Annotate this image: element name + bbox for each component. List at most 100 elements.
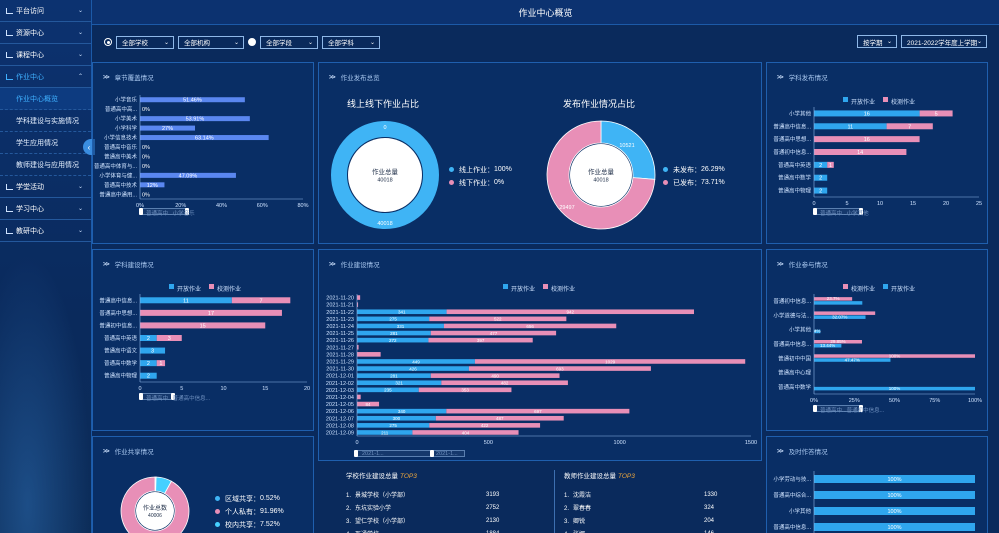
bar	[140, 135, 269, 141]
scroll-handle-right[interactable]	[171, 393, 175, 400]
subject-select[interactable]: 全部学科 ⌄	[322, 35, 380, 49]
scroll-handle-left[interactable]	[139, 393, 143, 400]
scroll-label-start: 2021-1...	[362, 451, 384, 457]
legend-item: 校内共享： 7.52%	[215, 518, 284, 531]
subject-publish-scrollbar[interactable]: 普通高中...小学其他	[813, 208, 869, 217]
category-label: 普通高中信息...	[99, 296, 137, 304]
legend-swatch-school	[209, 284, 215, 289]
scroll-handle-left[interactable]	[813, 208, 817, 215]
category-label: 普通高中思想...	[773, 135, 811, 143]
legend-school-label: 校测作业	[551, 287, 576, 293]
data-label: 11	[847, 124, 853, 130]
data-label: 51.46%	[183, 98, 202, 104]
ranking-row: 2. 东坑实验小学 2752	[346, 501, 499, 514]
share-panel: >> 作业共享情况 作业总数 40006 区域共享： 0.52% 个人私有： 91.96%…	[92, 436, 314, 533]
segment-private	[120, 476, 190, 533]
legend-dot	[449, 180, 454, 185]
participation-scrollbar[interactable]: 普通高中...普通初中信息...	[813, 405, 884, 414]
legend-label: 未发布：	[673, 166, 701, 174]
ranking-value: 2752	[486, 504, 500, 511]
share-legend: 区域共享： 0.52% 个人私有： 91.96% 校内共享： 7.52%	[215, 492, 284, 531]
bar-open	[357, 316, 430, 322]
sidebar-item-after-1[interactable]: 学习中心 ⌄	[0, 198, 91, 220]
category-label: 普通初中信息...	[773, 297, 811, 305]
category-label: 普通高中信息...	[773, 122, 811, 130]
x-tick-label: 50%	[889, 398, 900, 404]
sidebar-item-after-0[interactable]: 学堂活动 ⌄	[0, 176, 91, 198]
date-label: 2021-12-08	[326, 423, 354, 429]
term-select[interactable]: 2021-2022学年度上学期 ⌄	[901, 35, 987, 48]
category-label: 普通初中信息...	[99, 321, 137, 329]
bar-open	[814, 301, 863, 305]
sidebar-subitem-1[interactable]: 学科建设与实施情况	[0, 110, 91, 132]
sidebar-item-main-0[interactable]: 平台访问 ⌄	[0, 0, 91, 22]
x-tick-label: 0	[138, 386, 141, 392]
legend-value: 0.52%	[260, 495, 280, 502]
data-label: 16	[864, 137, 870, 143]
term-type-select[interactable]: 按学期 ⌄	[857, 35, 897, 48]
bar-school	[814, 354, 975, 358]
data-label: 27%	[162, 126, 173, 132]
homework-build-scrollbar[interactable]: 2021-1... 2021-1...	[354, 450, 465, 457]
homework-build-panel: >> 作业建设情况 开放作业 校测作业 2021-11-20 2021-11-21 2…	[318, 249, 762, 461]
legend-label: 线下作业：	[459, 179, 494, 187]
sidebar-subitem-3[interactable]: 教师建设与应用情况	[0, 154, 91, 176]
bar-open	[357, 415, 436, 421]
school-ranking: 学校作业建设总量 TOP3 1. 景城学校（小学部） 3193 2. 东坑实验小学 2752 3…	[346, 470, 499, 533]
x-tick-label: 100%	[968, 398, 982, 404]
data-label: 100%	[889, 353, 901, 358]
x-tick-label: 75%	[929, 398, 940, 404]
sidebar-item-after-2[interactable]: 教研中心 ⌄	[0, 220, 91, 242]
scroll-handle-right[interactable]	[185, 208, 189, 215]
scroll-handle-left[interactable]	[813, 405, 817, 412]
legend-value: 91.96%	[260, 508, 284, 515]
x-tick-label: 15	[910, 201, 916, 207]
sidebar-item-main-2[interactable]: 课程中心 ⌄	[0, 44, 91, 66]
sidebar-item-main-3[interactable]: 作业中心 ⌃	[0, 66, 91, 88]
data-label: 13.44%	[820, 343, 835, 348]
sidebar-background	[0, 253, 92, 533]
data-label: 281	[390, 373, 398, 378]
chevron-down-icon: ⌄	[163, 39, 169, 46]
x-tick-label: 0%	[810, 398, 818, 404]
category-label: 普通高中思想...	[99, 309, 137, 317]
sidebar-item-label: 资源中心	[16, 29, 44, 37]
ranking-row: 2. 翠春春 324	[564, 501, 717, 514]
legend-dot	[663, 167, 668, 172]
scroll-handle-left[interactable]	[354, 450, 358, 457]
bar	[140, 116, 250, 122]
data-label: 0%	[142, 154, 150, 160]
subject-build-scrollbar[interactable]: 普通高中...普通高中信息...	[139, 393, 210, 402]
date-label: 2021-12-02	[326, 381, 354, 387]
bar-school	[430, 330, 557, 336]
chevron-down-icon: ⌄	[77, 30, 83, 36]
period-radio[interactable]	[248, 38, 256, 46]
chapter-scrollbar[interactable]: 普通高中...小学音乐	[139, 208, 195, 217]
school-select[interactable]: 全部学校 ⌄	[116, 35, 174, 49]
sidebar: 平台访问 ⌄ 资源中心 ⌄ 课程中心 ⌄ 作业中心 ⌃ 作业中心概览 学科建设与实施情况 学生应用情…	[0, 0, 95, 533]
bar-school	[357, 394, 361, 400]
ranking-name: 3. 卿锐	[564, 516, 704, 525]
bar-school	[418, 387, 512, 393]
chevron-down-icon: ⌄	[307, 39, 313, 46]
date-label: 2021-11-24	[326, 324, 354, 330]
sidebar-subitem-0[interactable]: 作业中心概览	[0, 88, 91, 110]
scroll-handle-right[interactable]	[859, 405, 863, 412]
segment-label: 0	[383, 125, 386, 131]
bar-open	[814, 315, 866, 319]
x-tick-label: 1500	[745, 440, 757, 446]
scroll-handle-right[interactable]	[430, 450, 434, 457]
sidebar-subitem-2[interactable]: 学生应用情况	[0, 132, 91, 154]
subject-build-title: >> 学科建设情况	[103, 259, 154, 270]
scroll-handle-left[interactable]	[139, 208, 143, 215]
category-label: 小学道德与法...	[773, 311, 811, 319]
sidebar-item-main-1[interactable]: 资源中心 ⌄	[0, 22, 91, 44]
legend-open-label: 开放作业	[511, 287, 536, 293]
ranking-row: 4.瓦通学校1884	[346, 527, 499, 533]
x-tick-label: 10	[220, 386, 226, 392]
scroll-label: 普通高中...普通高中信息...	[146, 396, 211, 402]
scroll-handle-right[interactable]	[859, 208, 863, 215]
org-select[interactable]: 全部机构 ⌄	[178, 35, 244, 49]
period-select[interactable]: 全部学段 ⌄	[260, 35, 318, 49]
school-radio[interactable]	[104, 38, 112, 46]
